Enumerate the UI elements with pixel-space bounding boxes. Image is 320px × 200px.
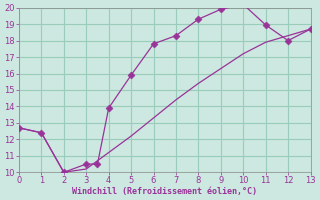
X-axis label: Windchill (Refroidissement éolien,°C): Windchill (Refroidissement éolien,°C) bbox=[72, 187, 257, 196]
